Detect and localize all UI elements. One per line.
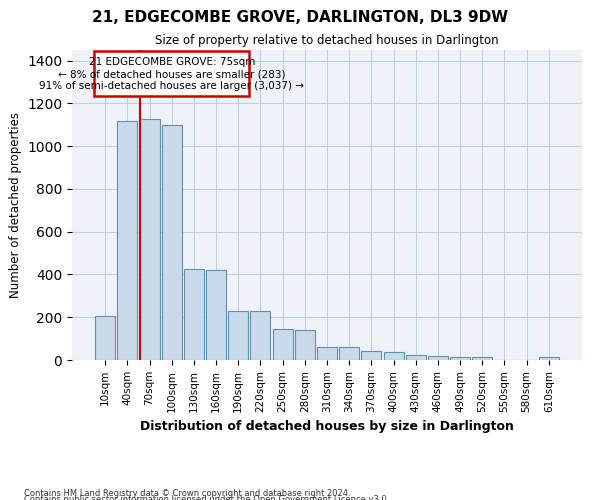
Text: 21, EDGECOMBE GROVE, DARLINGTON, DL3 9DW: 21, EDGECOMBE GROVE, DARLINGTON, DL3 9DW <box>92 10 508 25</box>
Bar <box>94 51 250 96</box>
Bar <box>472 358 492 360</box>
Bar <box>272 329 293 360</box>
Bar <box>228 311 248 360</box>
Text: Contains HM Land Registry data © Crown copyright and database right 2024.: Contains HM Land Registry data © Crown c… <box>24 488 350 498</box>
Text: 21 EDGECOMBE GROVE: 75sqm: 21 EDGECOMBE GROVE: 75sqm <box>89 58 255 68</box>
Text: ← 8% of detached houses are smaller (283): ← 8% of detached houses are smaller (283… <box>58 70 286 80</box>
X-axis label: Distribution of detached houses by size in Darlington: Distribution of detached houses by size … <box>140 420 514 433</box>
Bar <box>339 347 359 360</box>
Bar <box>206 270 226 360</box>
Bar <box>450 357 470 360</box>
Bar <box>162 125 182 360</box>
Title: Size of property relative to detached houses in Darlington: Size of property relative to detached ho… <box>155 34 499 48</box>
Bar <box>250 312 271 360</box>
Bar <box>539 358 559 360</box>
Text: 91% of semi-detached houses are larger (3,037) →: 91% of semi-detached houses are larger (… <box>39 81 304 91</box>
Bar <box>140 120 160 360</box>
Y-axis label: Number of detached properties: Number of detached properties <box>8 112 22 298</box>
Bar <box>383 352 404 360</box>
Bar <box>317 346 337 360</box>
Bar <box>95 316 115 360</box>
Bar <box>118 120 137 360</box>
Bar <box>184 269 204 360</box>
Bar <box>428 356 448 360</box>
Bar <box>406 356 426 360</box>
Bar <box>295 330 315 360</box>
Bar <box>361 352 382 360</box>
Text: Contains public sector information licensed under the Open Government Licence v3: Contains public sector information licen… <box>24 495 389 500</box>
